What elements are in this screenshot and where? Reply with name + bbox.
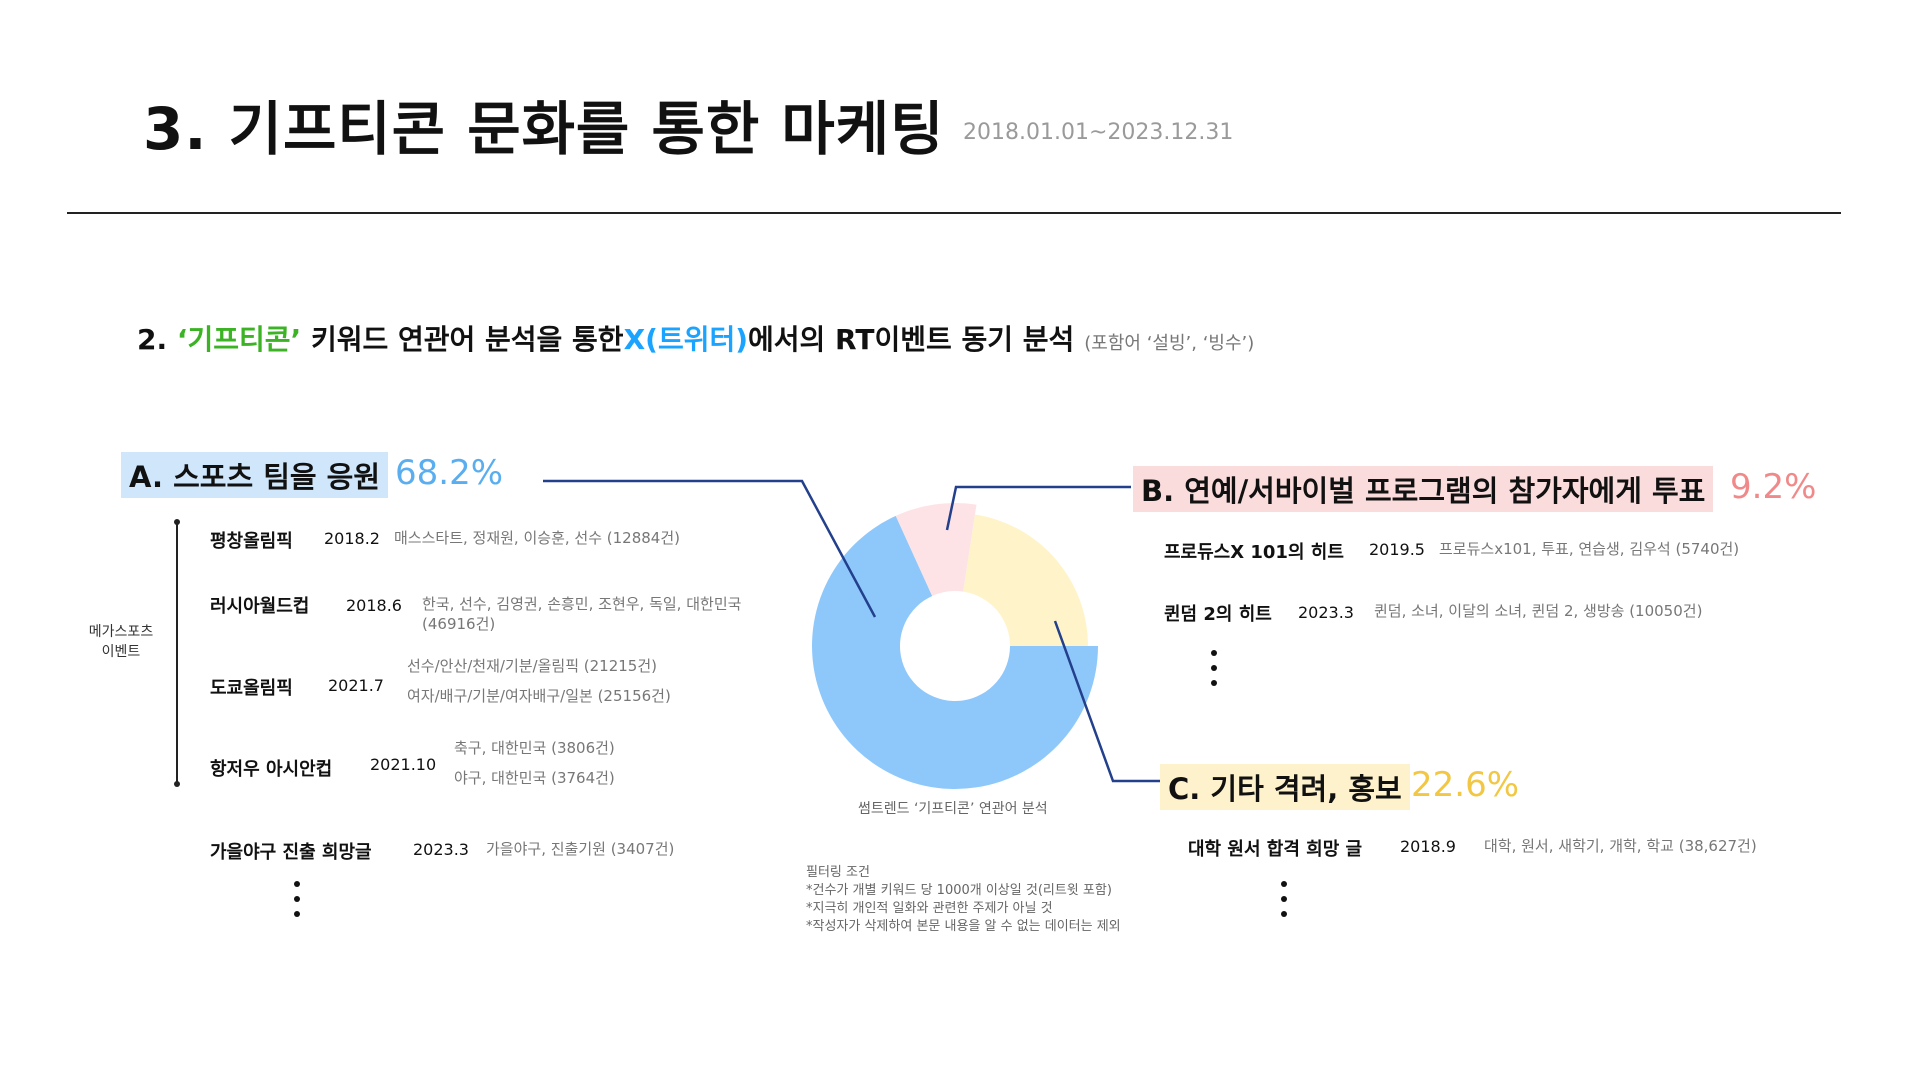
more-dots-a bbox=[294, 881, 300, 926]
bracket-top-dot bbox=[174, 519, 180, 525]
connector-c bbox=[1053, 620, 1162, 783]
filter-rule: *건수가 개별 키워드 당 1000개 이상일 것(리트윗 포함) bbox=[806, 883, 1112, 898]
category-a-label: A. 스포츠 팀을 응원 bbox=[121, 452, 389, 498]
event-date: 2021.7 bbox=[328, 676, 384, 695]
event-date: 2021.10 bbox=[370, 755, 437, 774]
event-keywords: 여자/배구/기분/여자배구/일본 (25156건) bbox=[407, 687, 671, 705]
event-date: 2023.3 bbox=[1298, 603, 1354, 622]
subtitle-platform: X(트위터) bbox=[623, 323, 749, 356]
slice-a bbox=[812, 515, 1098, 790]
event-name: 평창올림픽 bbox=[210, 531, 293, 552]
event-keywords: 대학, 원서, 새학기, 개학, 학교 (38,627건) bbox=[1484, 837, 1757, 855]
page-title: 3. 기프티콘 문화를 통한 마케팅 bbox=[143, 95, 945, 163]
section-subtitle: 2. ‘기프티콘’ 키워드 연관어 분석을 통한X(트위터)에서의 RT이벤트 … bbox=[137, 318, 1254, 358]
event-keywords: 선수/안산/천재/기분/올림픽 (21215건) bbox=[407, 657, 658, 675]
category-c-percent: 22.6% bbox=[1411, 765, 1520, 805]
event-keywords: (46916건) bbox=[422, 615, 496, 633]
subtitle-keyword: ‘기프티콘’ bbox=[176, 323, 302, 356]
subtitle-prefix: 2. bbox=[137, 323, 177, 356]
mega-sports-label: 메가스포츠 이벤트 bbox=[88, 624, 154, 660]
donut-chart bbox=[812, 503, 1098, 790]
filter-conditions: 필터링 조건 *건수가 개별 키워드 당 1000개 이상일 것(리트윗 포함)… bbox=[806, 864, 1121, 936]
mega-bracket bbox=[176, 522, 178, 784]
filter-title: 필터링 조건 bbox=[806, 865, 870, 880]
date-range: 2018.01.01~2023.12.31 bbox=[963, 120, 1234, 145]
slice-c bbox=[963, 514, 1088, 646]
category-b-label: B. 연예/서바이벌 프로그램의 참가자에게 투표 bbox=[1133, 466, 1714, 512]
event-keywords: 야구, 대한민국 (3764건) bbox=[454, 769, 615, 787]
connector-b bbox=[945, 485, 1131, 531]
event-date: 2019.5 bbox=[1369, 540, 1425, 559]
subtitle-middle: 키워드 연관어 분석을 통한 bbox=[301, 323, 624, 356]
subtitle-suffix: 에서의 RT이벤트 동기 분석 bbox=[748, 323, 1075, 356]
bracket-bottom-dot bbox=[174, 781, 180, 787]
header-divider bbox=[67, 212, 1841, 214]
event-name: 대학 원서 합격 희망 글 bbox=[1188, 839, 1363, 860]
event-date: 2018.6 bbox=[346, 596, 402, 615]
event-keywords: 축구, 대한민국 (3806건) bbox=[454, 739, 615, 757]
filter-rule: *지극히 개인적 일화와 관련한 주제가 아닐 것 bbox=[806, 901, 1053, 916]
event-date: 2018.2 bbox=[324, 529, 380, 548]
event-name: 프로듀스X 101의 히트 bbox=[1164, 542, 1344, 563]
event-name: 도쿄올림픽 bbox=[210, 678, 293, 699]
event-name: 항저우 아시안컵 bbox=[210, 759, 333, 780]
event-date: 2018.9 bbox=[1400, 837, 1456, 856]
event-name: 퀸덤 2의 히트 bbox=[1164, 604, 1272, 625]
event-date: 2023.3 bbox=[413, 840, 469, 859]
event-name: 가을야구 진출 희망글 bbox=[210, 842, 372, 863]
subtitle-note: (포함어 ‘설빙’, ‘빙수’) bbox=[1084, 333, 1255, 354]
chart-caption: 썸트렌드 ‘기프티콘’ 연관어 분석 bbox=[858, 801, 1048, 817]
more-dots-c bbox=[1281, 881, 1287, 926]
event-keywords: 한국, 선수, 김영권, 손흥민, 조현우, 독일, 대한민국 bbox=[422, 595, 742, 613]
category-c-label: C. 기타 격려, 홍보 bbox=[1160, 764, 1410, 810]
event-keywords: 퀸덤, 소녀, 이달의 소녀, 퀸덤 2, 생방송 (10050건) bbox=[1374, 602, 1703, 620]
connector-a bbox=[543, 479, 877, 618]
more-dots-b bbox=[1211, 650, 1217, 695]
slice-b bbox=[895, 503, 977, 596]
event-keywords: 매스스타트, 정재원, 이승훈, 선수 (12884건) bbox=[394, 529, 680, 547]
category-b-percent: 9.2% bbox=[1730, 467, 1817, 507]
event-keywords: 가을야구, 진출기원 (3407건) bbox=[486, 840, 675, 858]
event-name: 러시아월드컵 bbox=[210, 596, 310, 617]
filter-rule: *작성자가 삭제하여 본문 내용을 알 수 없는 데이터는 제외 bbox=[806, 919, 1121, 934]
event-keywords: 프로듀스x101, 투표, 연습생, 김우석 (5740건) bbox=[1439, 540, 1740, 558]
category-a-percent: 68.2% bbox=[395, 453, 504, 493]
